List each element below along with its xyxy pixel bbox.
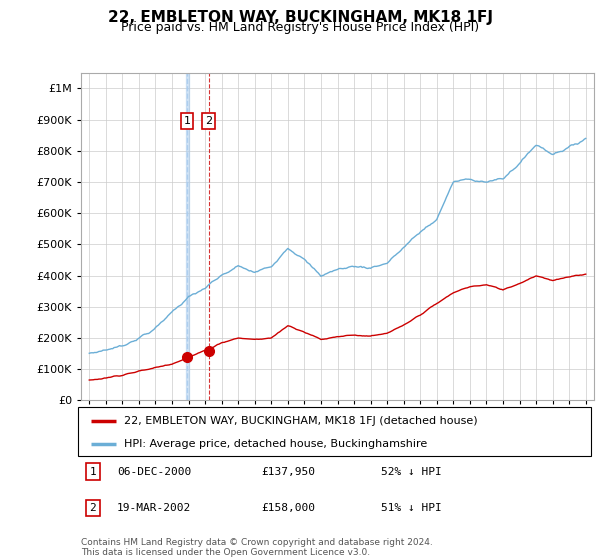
Text: 22, EMBLETON WAY, BUCKINGHAM, MK18 1FJ: 22, EMBLETON WAY, BUCKINGHAM, MK18 1FJ: [107, 10, 493, 25]
Text: 2: 2: [89, 503, 97, 513]
Text: 22, EMBLETON WAY, BUCKINGHAM, MK18 1FJ (detached house): 22, EMBLETON WAY, BUCKINGHAM, MK18 1FJ (…: [124, 416, 478, 426]
Text: 52% ↓ HPI: 52% ↓ HPI: [381, 466, 442, 477]
Text: 2: 2: [205, 116, 212, 126]
Text: Contains HM Land Registry data © Crown copyright and database right 2024.
This d: Contains HM Land Registry data © Crown c…: [81, 538, 433, 557]
Bar: [185, 73, 189, 400]
Text: 06-DEC-2000: 06-DEC-2000: [117, 466, 191, 477]
Text: 1: 1: [184, 116, 191, 126]
Text: 51% ↓ HPI: 51% ↓ HPI: [381, 503, 442, 513]
Text: £137,950: £137,950: [261, 466, 315, 477]
Text: £158,000: £158,000: [261, 503, 315, 513]
Text: Price paid vs. HM Land Registry's House Price Index (HPI): Price paid vs. HM Land Registry's House …: [121, 21, 479, 34]
Text: 19-MAR-2002: 19-MAR-2002: [117, 503, 191, 513]
Text: 1: 1: [89, 466, 97, 477]
Text: HPI: Average price, detached house, Buckinghamshire: HPI: Average price, detached house, Buck…: [124, 439, 427, 449]
FancyBboxPatch shape: [78, 407, 591, 456]
